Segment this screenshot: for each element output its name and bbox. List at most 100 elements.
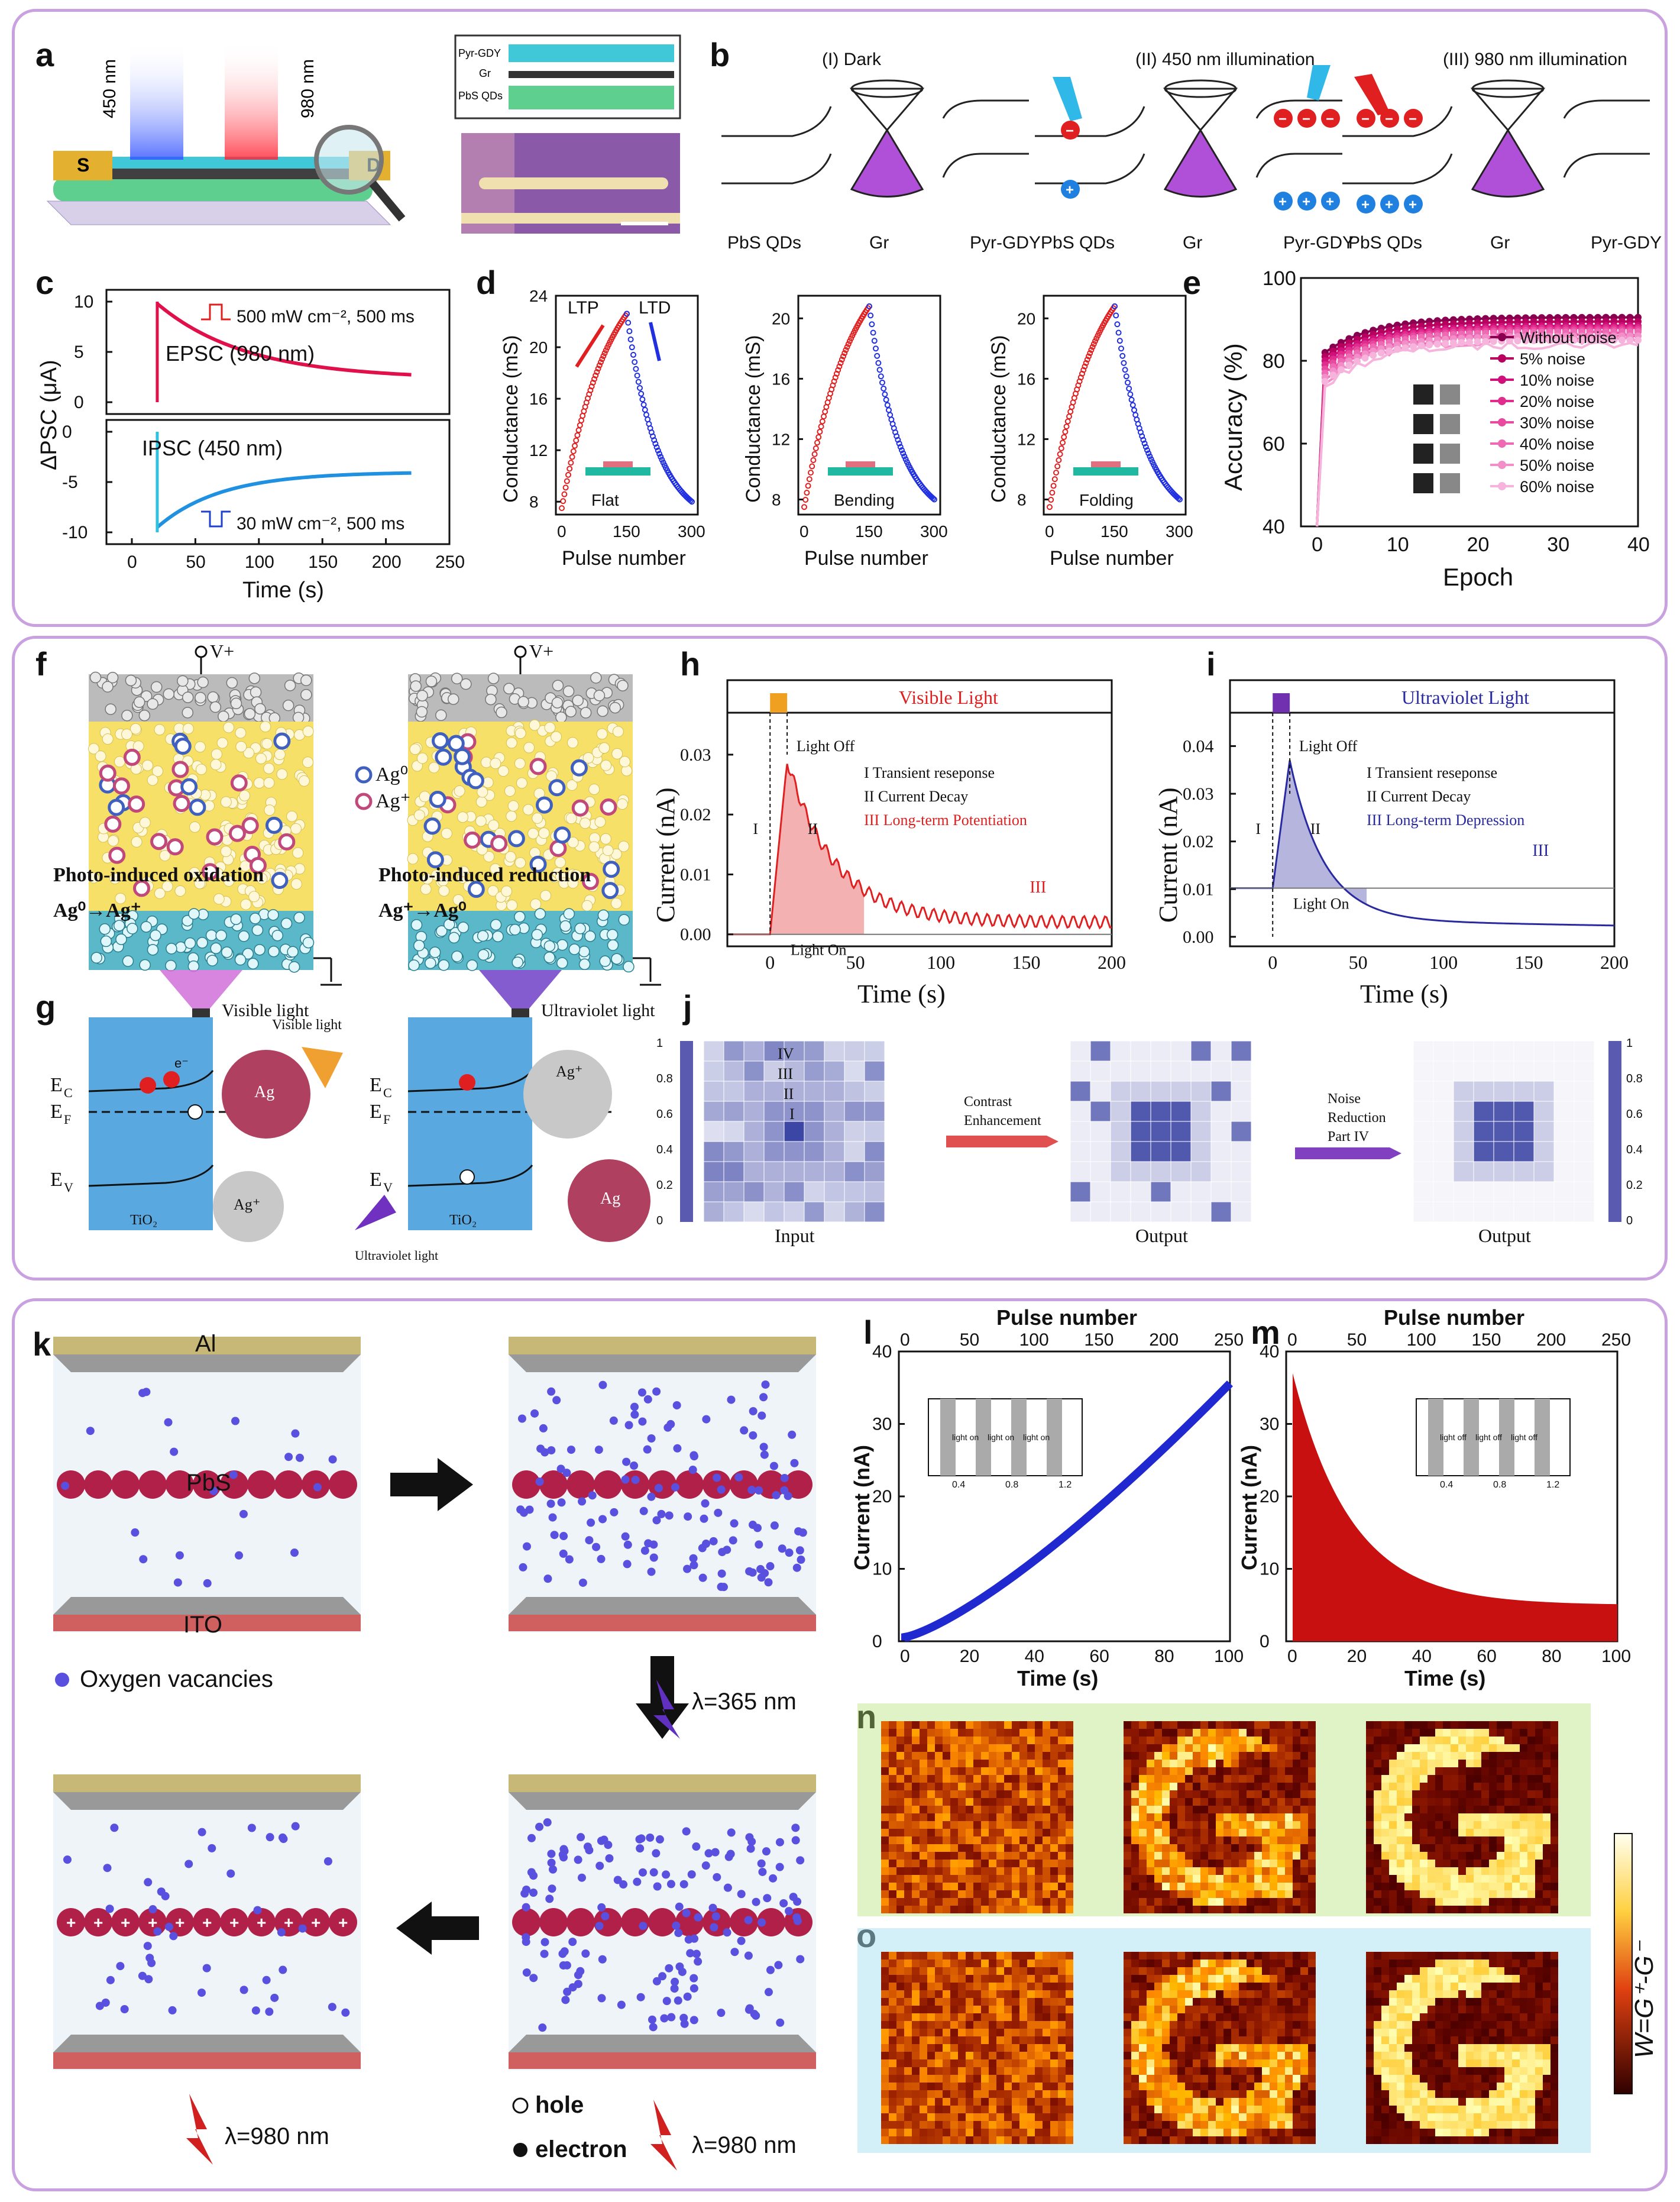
weight-pixel xyxy=(1247,1783,1254,1790)
tio2-grain xyxy=(102,733,114,745)
weight-pixel xyxy=(1481,1890,1489,1898)
mnist-thumb xyxy=(1413,473,1433,493)
weight-pixel xyxy=(1504,1867,1512,1875)
weight-pixel xyxy=(1200,1836,1208,1844)
weight-pixel xyxy=(1527,1906,1535,1913)
output2-cell xyxy=(1413,1201,1434,1223)
weight-pixel xyxy=(966,2006,973,2013)
electrode-grain xyxy=(425,675,438,687)
light-on-label: Light On xyxy=(791,942,847,959)
weight-pixel xyxy=(889,1775,896,1783)
weight-pixel xyxy=(1185,1836,1193,1844)
weight-pixel xyxy=(1019,2029,1027,2036)
electrode-grain xyxy=(543,952,555,963)
weight-pixel xyxy=(896,2059,904,2067)
oxygen-vacancy xyxy=(198,1828,206,1836)
oxygen-vacancy xyxy=(574,1855,582,1864)
weight-pixel xyxy=(1300,1867,1308,1875)
weight-pixel xyxy=(981,1813,989,1821)
weight-pixel xyxy=(1177,1852,1185,1860)
weight-pixel xyxy=(1527,1860,1535,1867)
weight-pixel xyxy=(1162,1775,1170,1783)
ag-particle xyxy=(507,830,525,848)
ltp-point xyxy=(565,471,571,478)
weight-pixel xyxy=(1366,1867,1374,1875)
weight-pixel xyxy=(1381,1867,1389,1875)
weight-pixel xyxy=(1366,1883,1374,1890)
weight-pixel xyxy=(989,1852,996,1860)
weight-pixel xyxy=(927,1890,935,1898)
weight-pixel xyxy=(1019,1844,1027,1852)
ltp-point xyxy=(815,434,822,441)
weight-pixel xyxy=(1004,1875,1012,1883)
weight-pixel xyxy=(1451,1783,1458,1790)
tio2-grain xyxy=(540,890,552,901)
weight-pixel xyxy=(1412,1890,1420,1898)
oxygen-vacancy xyxy=(95,2001,104,2010)
weight-pixel xyxy=(920,1798,927,1806)
weight-pixel xyxy=(1420,1883,1427,1890)
weight-pixel xyxy=(920,1767,927,1775)
weight-pixel xyxy=(1216,1875,1223,1883)
weight-pixel xyxy=(996,1798,1004,1806)
weight-pixel xyxy=(912,2106,920,2113)
weight-pixel xyxy=(881,1983,889,1990)
legend-marker xyxy=(1498,397,1506,405)
weight-pixel xyxy=(981,1967,989,1975)
ir-bolt-icon-2 xyxy=(650,2100,677,2171)
weight-pixel xyxy=(1474,1783,1481,1790)
accuracy-point xyxy=(1474,338,1481,345)
weight-pixel xyxy=(1004,1744,1012,1752)
weight-pixel xyxy=(1050,1867,1058,1875)
weight-pixel xyxy=(950,1744,958,1752)
weight-pixel xyxy=(958,1990,966,1998)
electrode-grain xyxy=(517,696,529,708)
weight-pixel xyxy=(950,1998,958,2006)
weight-pixel xyxy=(1427,1798,1435,1806)
weight-pixel xyxy=(881,1867,889,1875)
electrode-grain xyxy=(242,948,254,960)
oxygen-vacancy xyxy=(759,1393,768,1402)
ltp-point xyxy=(1090,341,1097,347)
weight-pixel xyxy=(1254,1860,1262,1867)
tio2-grain xyxy=(616,798,628,810)
weight-pixel xyxy=(981,2059,989,2067)
ltp-point xyxy=(843,347,849,353)
weight-pixel xyxy=(881,1967,889,1975)
electrode-grain xyxy=(184,937,196,949)
output1-cell xyxy=(1070,1121,1091,1142)
weight-pixel xyxy=(1147,1760,1154,1767)
ltd-point xyxy=(866,303,872,309)
weight-pixel xyxy=(920,1875,927,1883)
weight-pixel xyxy=(1050,1952,1058,1960)
weight-pixel xyxy=(1193,1860,1200,1867)
light-source-icon xyxy=(512,1008,529,1017)
weight-pixel xyxy=(912,2059,920,2067)
weight-pixel xyxy=(1389,1906,1397,1913)
xtick: 150 xyxy=(1100,522,1128,541)
oxygen-vacancy xyxy=(143,1942,152,1951)
cbar-tick-right: 1 xyxy=(1626,1037,1633,1050)
weight-pixel xyxy=(943,2036,950,2044)
weight-pixel xyxy=(1004,1737,1012,1744)
weight-pixel xyxy=(950,1806,958,1813)
weight-pixel xyxy=(1035,1836,1043,1844)
weight-pixel xyxy=(1374,1836,1381,1844)
weight-pixel xyxy=(904,1821,912,1829)
oxygen-vacancy xyxy=(652,1977,661,1986)
weight-pixel xyxy=(1397,1836,1404,1844)
cbar-tick-left: 0.8 xyxy=(656,1072,673,1085)
weight-pixel xyxy=(935,2083,943,2090)
weight-pixel xyxy=(996,1744,1004,1752)
tio2-grain xyxy=(600,833,611,845)
weight-pixel xyxy=(1293,1860,1300,1867)
weight-pixel xyxy=(935,1813,943,1821)
inset-light-band xyxy=(1047,1399,1062,1476)
weight-pixel xyxy=(896,1898,904,1906)
weight-pixel xyxy=(989,2098,996,2106)
ltd-point xyxy=(689,499,695,505)
weight-pixel xyxy=(981,1883,989,1890)
weight-pixel xyxy=(1389,1844,1397,1852)
output2-cell xyxy=(1493,1101,1514,1122)
oxygen-vacancy xyxy=(647,1567,656,1576)
